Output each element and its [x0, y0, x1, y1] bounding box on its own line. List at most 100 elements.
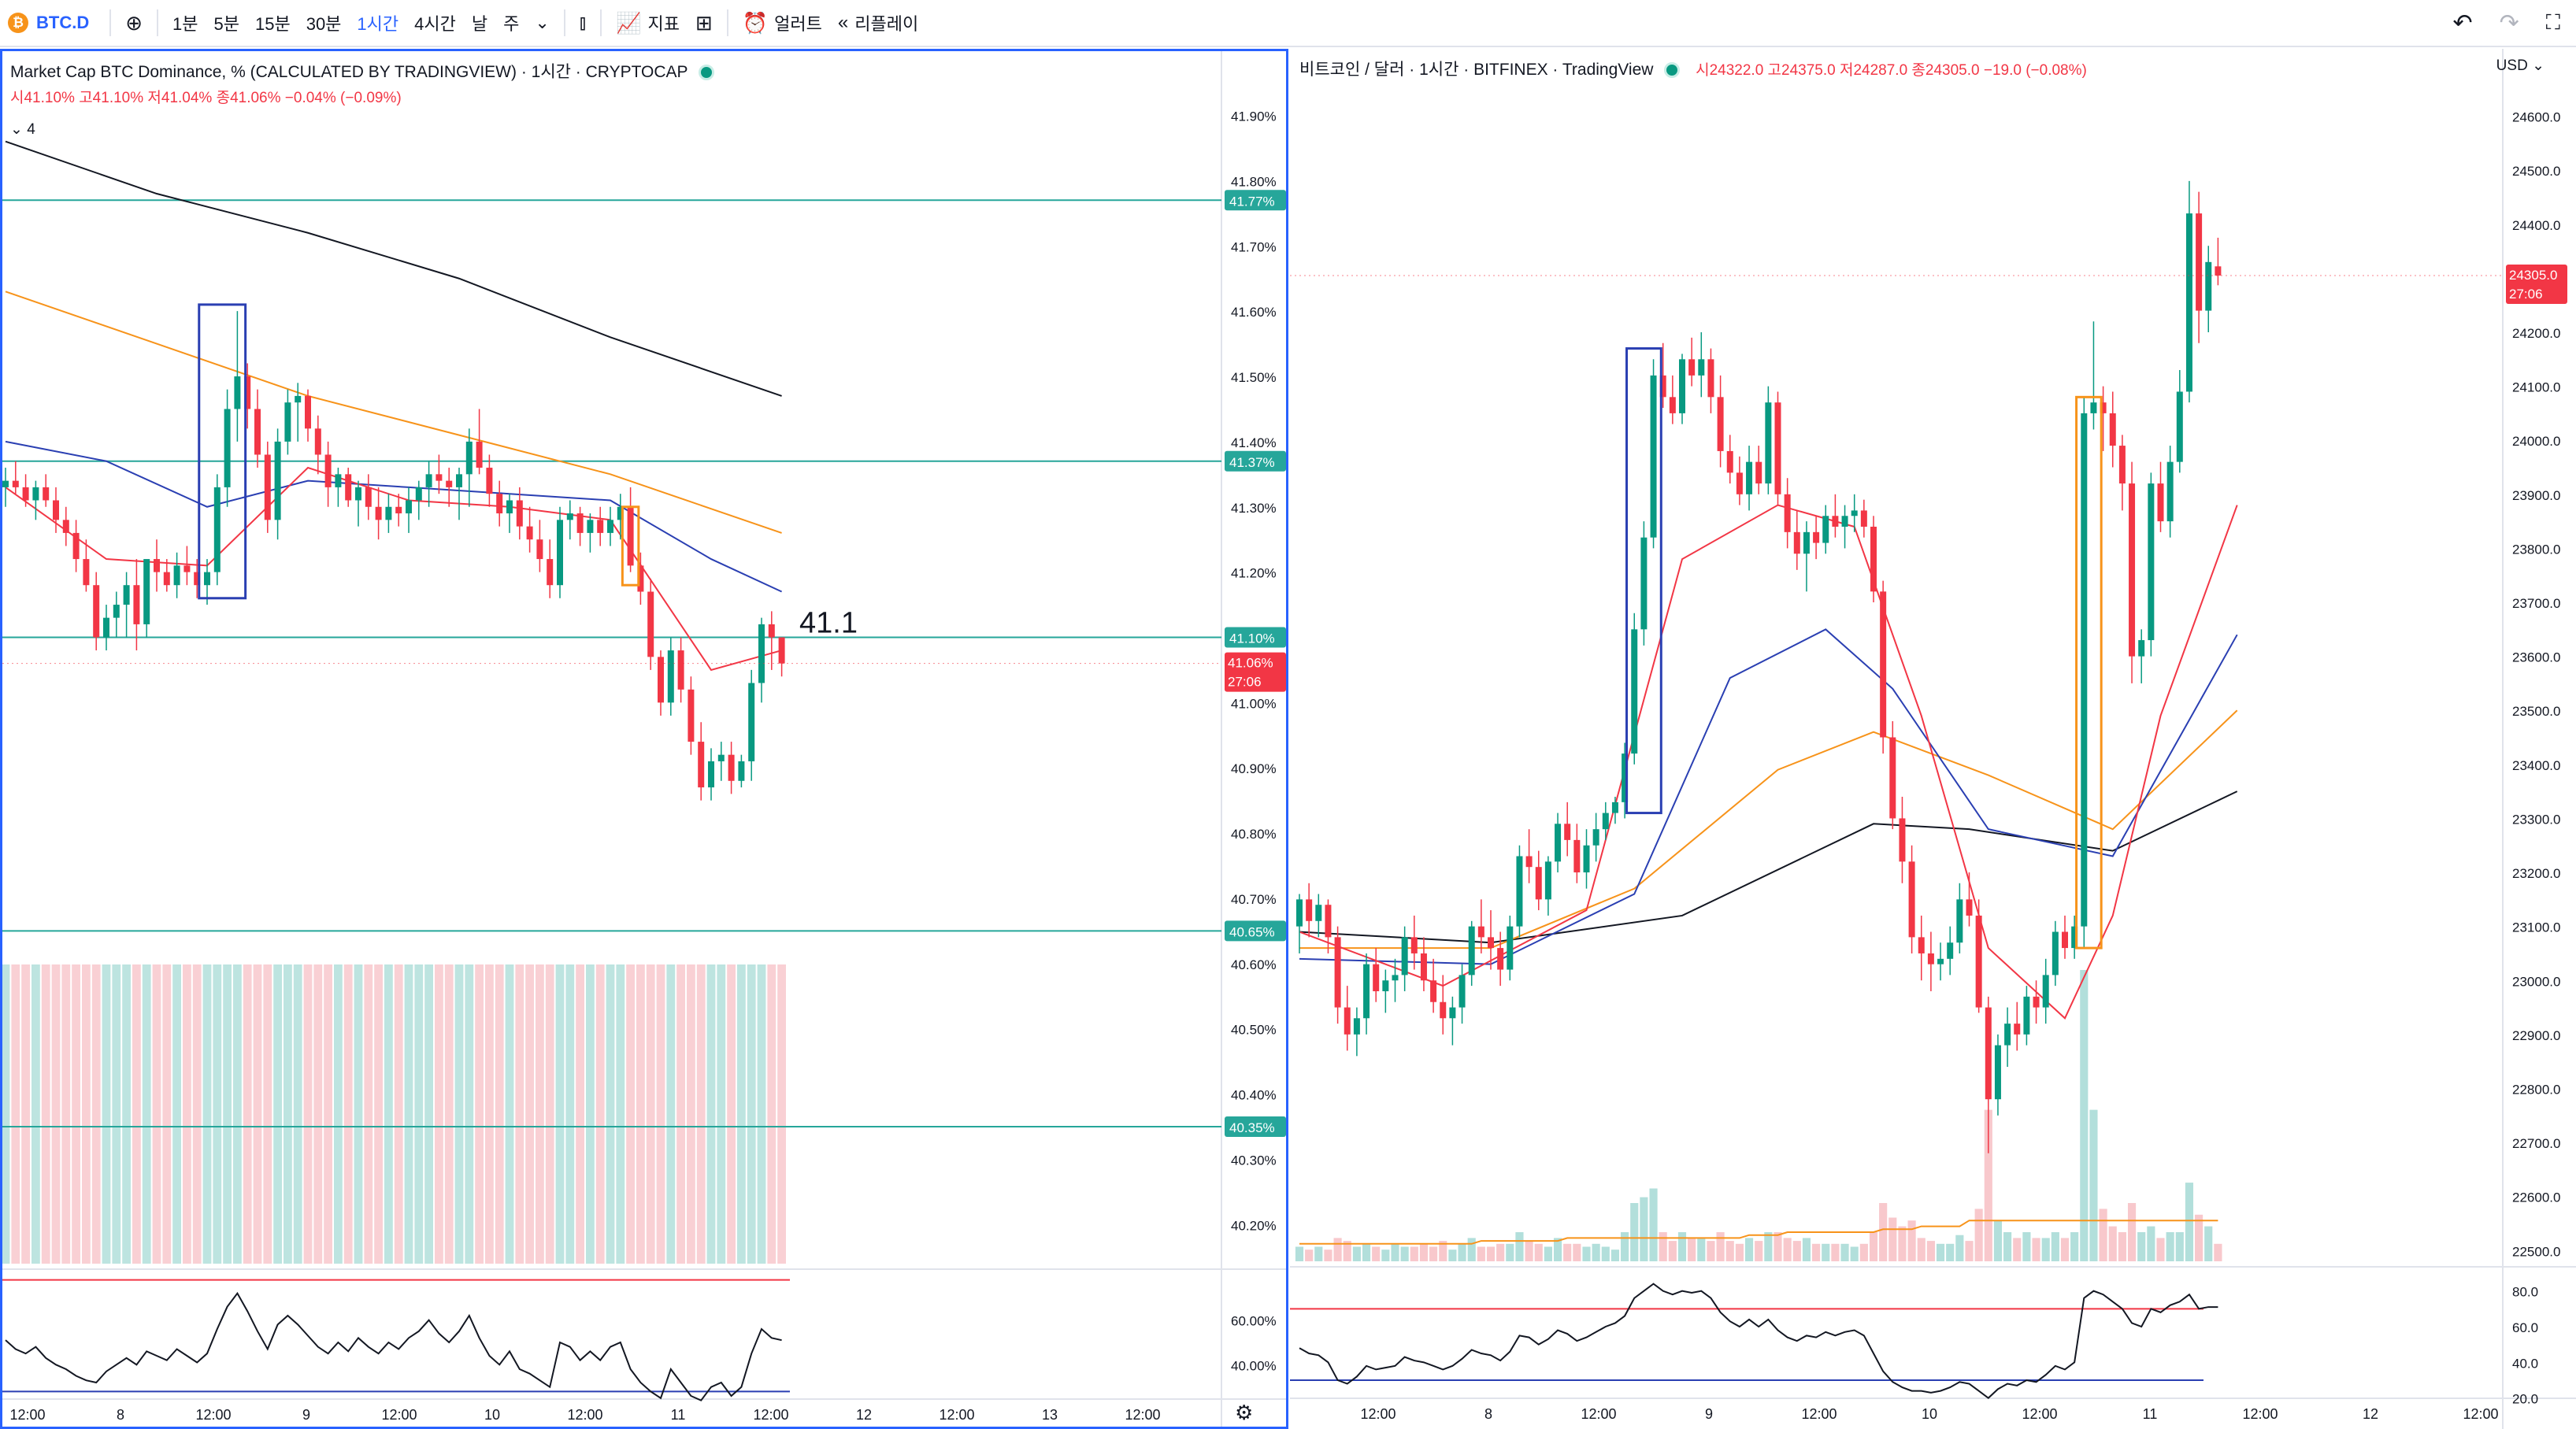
volume-bar	[1343, 1241, 1351, 1261]
time-axis-label: 12:00	[195, 1407, 231, 1423]
moving-average-blue	[1299, 628, 2238, 965]
volume-bar	[767, 964, 777, 1264]
candle-body	[173, 565, 180, 586]
volume-bar	[1859, 1243, 1868, 1261]
layout-grid-icon[interactable]: ⊞	[695, 10, 713, 35]
btcusd-chart[interactable]: 24600.024500.024400.024300.024200.024100…	[1290, 49, 2576, 1429]
redo-icon[interactable]: ↷	[2499, 9, 2519, 36]
candle-body	[2129, 483, 2136, 657]
candle-body	[587, 520, 594, 533]
candle-body	[1918, 937, 1925, 953]
candle-body	[2157, 483, 2164, 522]
candle-body	[1555, 824, 1562, 862]
volume-bar	[2, 964, 10, 1264]
time-axis-label: 12:00	[1581, 1406, 1616, 1422]
divider	[157, 9, 159, 36]
volume-bar	[1812, 1243, 1821, 1261]
volume-bar	[676, 964, 685, 1264]
interval-1w[interactable]: 주	[503, 14, 520, 34]
time-axis-label: 11	[671, 1407, 686, 1423]
candle-body	[436, 474, 443, 481]
interval-1m[interactable]: 1분	[172, 14, 198, 34]
volume-bar	[132, 964, 141, 1264]
time-axis-label: 11	[2143, 1406, 2158, 1422]
volume-ma-line	[1299, 1220, 2218, 1245]
candle-body	[345, 474, 352, 501]
interval-1h[interactable]: 1시간	[357, 14, 399, 34]
candle-body	[1353, 1018, 1360, 1035]
undo-icon[interactable]: ↶	[2452, 9, 2473, 36]
candle-body	[1851, 510, 1858, 516]
candle-body	[647, 591, 654, 657]
volume-bar	[555, 964, 565, 1264]
chart-pane-btcusd[interactable]: 24600.024500.024400.024300.024200.024100…	[1290, 49, 2576, 1429]
candle-body	[32, 487, 39, 501]
fullscreen-icon[interactable]: ⛶	[2545, 10, 2560, 34]
candle-body	[194, 572, 201, 586]
price-axis-label: 40.70%	[1231, 892, 1277, 907]
candle-body	[698, 742, 705, 788]
btc-dominance-chart[interactable]: 41.90% 41.80% 41.70% 41.60% 41.50% 41.40% 41.3…	[2, 51, 1286, 1427]
candle-body	[2118, 446, 2126, 484]
interval-15m[interactable]: 15분	[254, 14, 291, 34]
horizontal-line-label-bg	[1225, 450, 1286, 472]
volume-bar	[1755, 1241, 1763, 1261]
volume-bar	[2003, 1232, 2012, 1261]
indicator-toggle[interactable]: ⌄ 4	[10, 120, 35, 139]
volume-bar	[1333, 1238, 1342, 1261]
volume-bar	[414, 964, 424, 1264]
volume-bar	[1649, 1188, 1658, 1261]
volume-bar	[1544, 1246, 1552, 1261]
last-price-label: 24305.0	[2509, 268, 2557, 283]
divider	[109, 9, 112, 36]
price-axis-label: 24600.0	[2512, 110, 2560, 125]
candle-body	[163, 572, 170, 586]
price-axis-label: 41.90%	[1231, 109, 1277, 124]
price-axis-label: 41.20%	[1231, 566, 1277, 581]
symbol-search[interactable]: ₿ BTC.D	[0, 13, 103, 33]
rsi-axis-label: 40.0	[2512, 1356, 2538, 1371]
candle-body	[103, 617, 109, 638]
volume-bar	[515, 964, 524, 1264]
indicators-button[interactable]: 📈 지표	[608, 0, 688, 46]
volume-bar	[1601, 1246, 1610, 1261]
volume-bar	[152, 964, 161, 1264]
interval-dropdown-chevron-down-icon[interactable]: ⌄	[535, 13, 550, 32]
candle-body	[234, 376, 241, 409]
volume-bar	[303, 964, 313, 1264]
volume-bar	[2108, 1226, 2117, 1261]
alarm-clock-icon: ⏰	[742, 10, 769, 35]
time-axis-label: 8	[1484, 1406, 1492, 1422]
symbol-label: BTC.D	[36, 13, 90, 32]
interval-30m[interactable]: 30분	[306, 14, 342, 34]
interval-4h[interactable]: 4시간	[414, 14, 456, 34]
candle-body	[385, 506, 392, 520]
volume-bar	[1764, 1232, 1773, 1261]
candle-body	[1908, 861, 1915, 938]
replay-button[interactable]: « 리플레이	[830, 0, 926, 46]
price-axis-label: 22500.0	[2512, 1244, 2560, 1259]
interval-1d[interactable]: 날	[471, 14, 488, 34]
currency-selector[interactable]: USD ⌄	[2496, 57, 2544, 75]
price-annotation-text: 41.1	[799, 606, 858, 639]
moving-average-orange	[5, 291, 782, 534]
candle-body	[213, 487, 221, 572]
candle-body	[1707, 359, 1714, 398]
indicators-label: 지표	[647, 14, 680, 34]
ohlc-values: 시41.10% 고41.10% 저41.04% 종41.06% −0.04% (…	[10, 90, 402, 106]
alert-button[interactable]: ⏰ 얼러트	[735, 0, 830, 46]
volume-bar	[595, 964, 605, 1264]
chart-legend-title: Market Cap BTC Dominance, % (CALCULATED …	[10, 59, 715, 83]
volume-bar	[384, 964, 393, 1264]
volume-bar	[1888, 1217, 1897, 1261]
compare-add-icon[interactable]: ⊕	[125, 10, 143, 35]
candle-body	[425, 474, 432, 487]
candle-body	[2023, 996, 2030, 1035]
candle-body	[446, 480, 453, 487]
candle-body	[2166, 461, 2174, 522]
interval-5m[interactable]: 5분	[213, 14, 239, 34]
volume-bar	[2032, 1238, 2040, 1261]
chart-pane-btc-dominance[interactable]: 41.90% 41.80% 41.70% 41.60% 41.50% 41.40% 41.3…	[0, 49, 1288, 1429]
divider	[726, 9, 728, 36]
candle-style-icon[interactable]: ⫾	[579, 10, 587, 34]
